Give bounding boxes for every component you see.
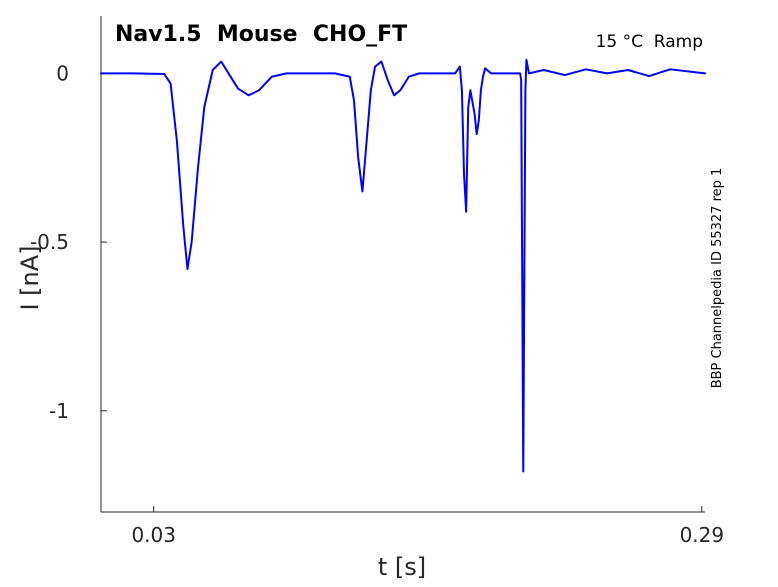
- x-tick-label: 0.29: [680, 523, 725, 547]
- axes: [100, 16, 705, 513]
- y-tick-label: -1: [49, 399, 69, 423]
- y-axis-label: I [nA]: [16, 245, 44, 310]
- x-axis-label: t [s]: [378, 553, 426, 581]
- series-group: [100, 58, 706, 473]
- x-tick-label: 0.03: [131, 523, 176, 547]
- series-line: [100, 58, 706, 473]
- y-tick-label: -0.5: [30, 230, 69, 254]
- y-tick-label: 0: [56, 61, 69, 85]
- side-note: BBP Channelpedia ID 55327 rep 1: [710, 168, 725, 389]
- chart-title: Nav1.5 Mouse CHO_FT: [115, 22, 407, 47]
- chart-subtitle: 15 °C Ramp: [596, 32, 703, 52]
- ticks: 0 -0.5 -1 0.03 0.29: [30, 61, 724, 547]
